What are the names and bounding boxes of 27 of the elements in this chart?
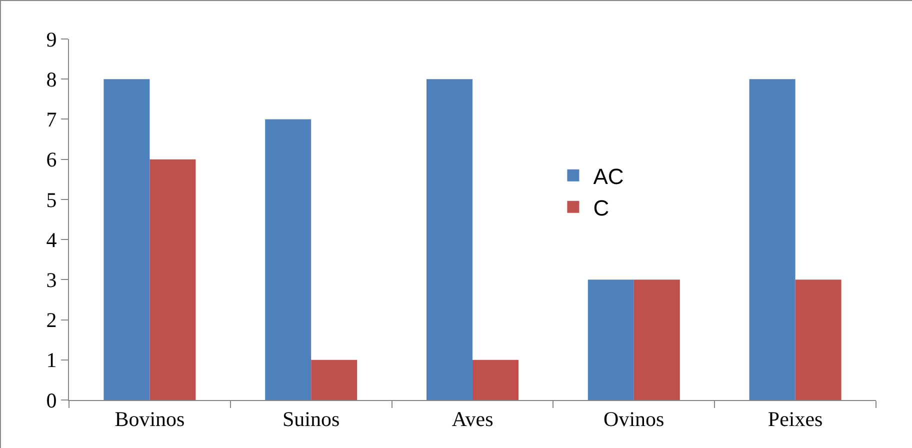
y-tick-label: 5 (46, 188, 57, 212)
y-tick-label: 6 (46, 148, 57, 172)
y-tick-label: 8 (46, 67, 57, 92)
bar (588, 280, 634, 400)
y-tick-label: 7 (46, 108, 57, 132)
bar (426, 79, 472, 400)
legend-label: AC (593, 164, 624, 189)
legend-label: C (593, 196, 610, 220)
y-tick-label: 1 (46, 348, 57, 372)
x-tick-label: Ovinos (604, 407, 664, 432)
x-tick-label: Aves (452, 407, 494, 432)
y-tick-label: 3 (46, 268, 57, 292)
x-tick-label: Bovinos (114, 407, 185, 432)
x-tick-label: Suinos (282, 407, 340, 432)
y-tick-label: 2 (46, 308, 57, 332)
bar (150, 159, 196, 400)
bar (795, 280, 842, 400)
y-tick-label: 9 (46, 27, 57, 52)
bar (311, 360, 358, 400)
bar (634, 280, 680, 400)
bar (749, 79, 796, 400)
y-tick-label: 0 (46, 388, 57, 412)
y-tick-label: 4 (46, 228, 58, 252)
bar (265, 119, 312, 400)
bar (472, 360, 518, 400)
x-tick-label: Peixes (768, 407, 823, 432)
bar (104, 79, 150, 400)
